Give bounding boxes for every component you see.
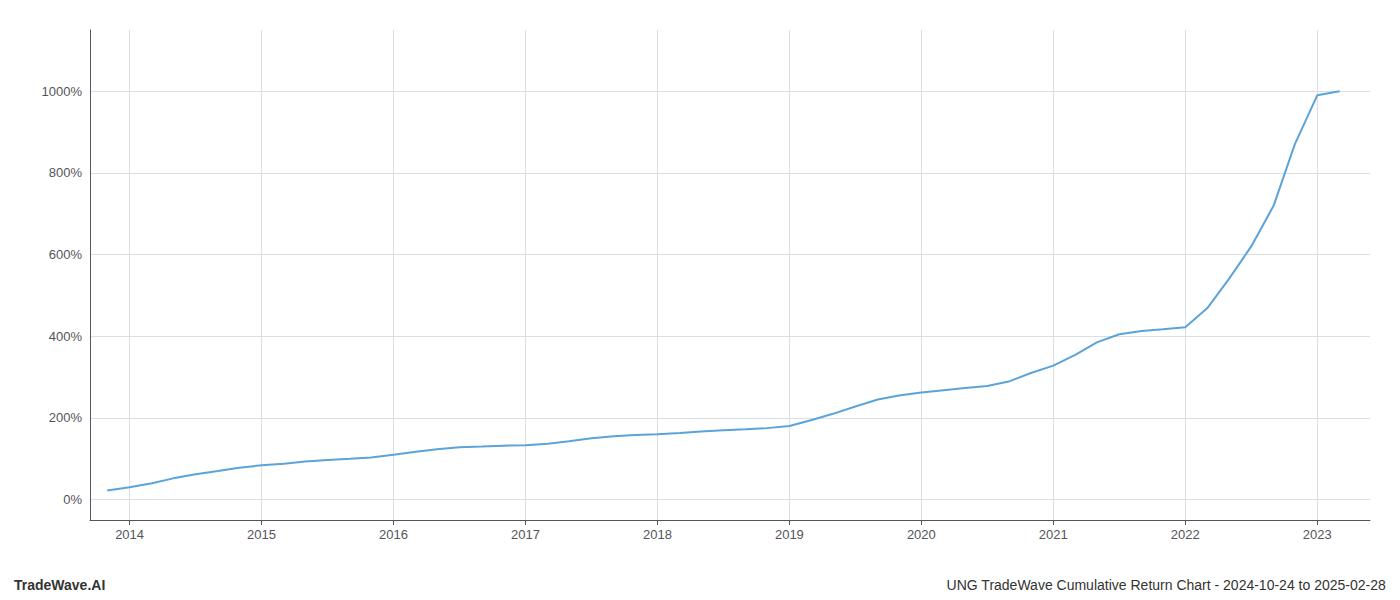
svg-text:200%: 200%: [49, 410, 83, 425]
svg-text:400%: 400%: [49, 329, 83, 344]
svg-text:1000%: 1000%: [42, 84, 83, 99]
svg-text:UNG TradeWave Cumulative Retur: UNG TradeWave Cumulative Return Chart - …: [947, 577, 1386, 593]
svg-text:2014: 2014: [115, 527, 144, 542]
svg-text:2015: 2015: [247, 527, 276, 542]
svg-text:2019: 2019: [775, 527, 804, 542]
svg-text:2020: 2020: [907, 527, 936, 542]
svg-text:0%: 0%: [63, 492, 82, 507]
svg-text:2021: 2021: [1039, 527, 1068, 542]
svg-text:800%: 800%: [49, 165, 83, 180]
svg-text:2022: 2022: [1171, 527, 1200, 542]
svg-text:2018: 2018: [643, 527, 672, 542]
svg-text:TradeWave.AI: TradeWave.AI: [14, 577, 105, 593]
svg-text:2023: 2023: [1303, 527, 1332, 542]
svg-text:600%: 600%: [49, 247, 83, 262]
svg-text:2017: 2017: [511, 527, 540, 542]
svg-text:2016: 2016: [379, 527, 408, 542]
